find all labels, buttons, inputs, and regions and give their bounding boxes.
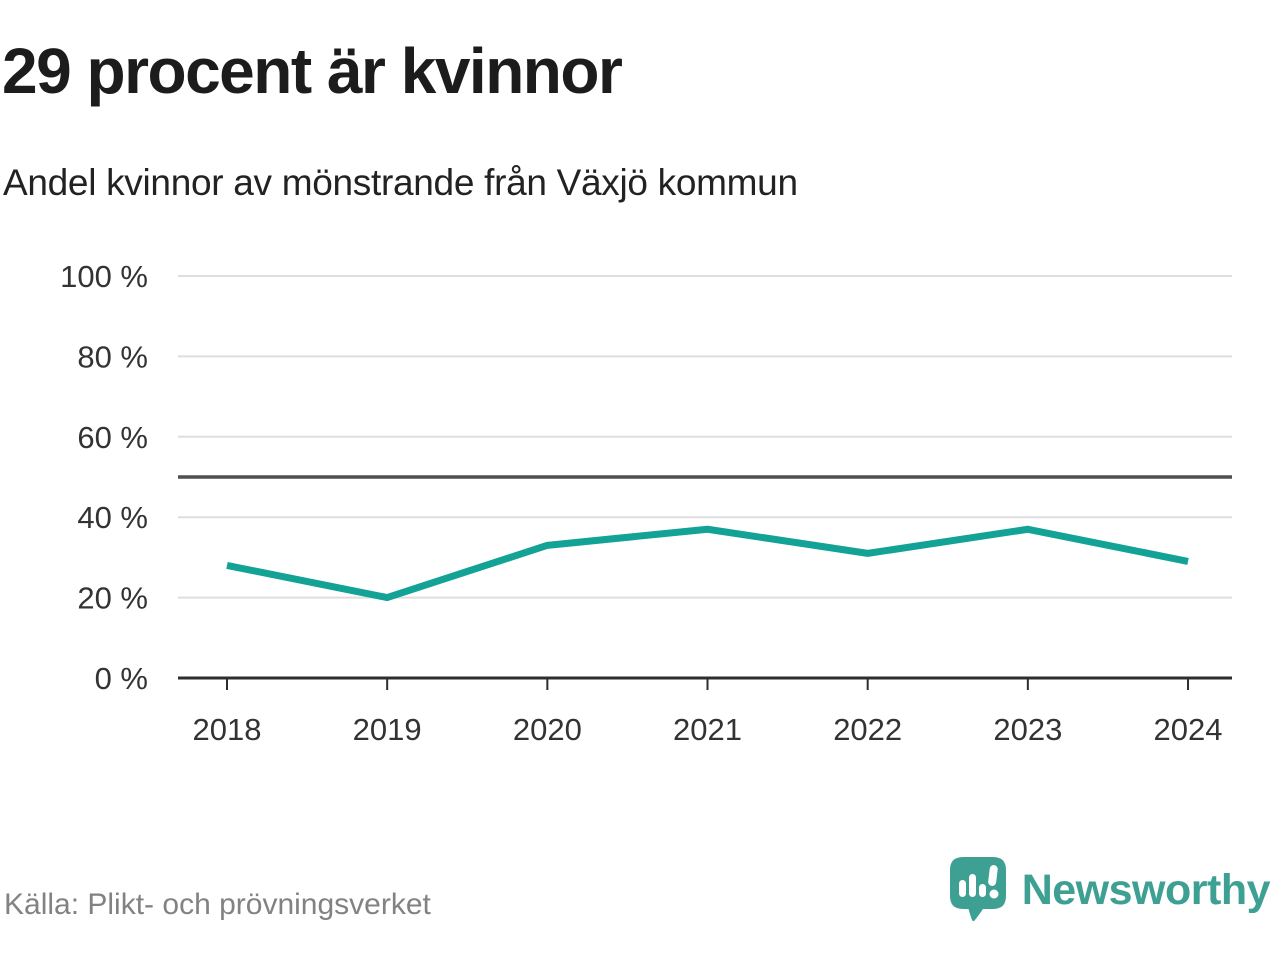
y-tick-label: 20 % [77, 581, 148, 616]
data-line [226, 525, 1189, 602]
exclamation-dot [989, 889, 999, 899]
x-tick-label: 2022 [833, 712, 902, 747]
chart-subtitle: Andel kvinnor av mönstrande från Växjö k… [3, 162, 798, 203]
y-tick-label: 100 % [60, 259, 148, 294]
speech-bubble-shape [949, 857, 1006, 922]
y-tick-label: 80 % [77, 339, 148, 374]
source-note: Källa: Plikt- och prövningsverket [4, 888, 431, 921]
exclamation-bar [987, 865, 998, 886]
x-tick-label: 2024 [1154, 712, 1223, 747]
x-tick-label: 2020 [513, 712, 582, 747]
page-title: 29 procent är kvinnor [2, 35, 623, 107]
bar-3 [978, 884, 986, 897]
y-tick-label: 60 % [77, 420, 148, 455]
x-tick-label: 2021 [673, 712, 742, 747]
bar-1 [958, 880, 966, 897]
x-tick-label: 2018 [193, 712, 262, 747]
bar-2 [968, 874, 976, 897]
y-tick-label: 0 % [95, 661, 148, 696]
newsworthy-logo-icon [949, 857, 1006, 922]
x-tick-label: 2019 [353, 712, 422, 747]
y-tick-label: 40 % [77, 500, 148, 535]
newsworthy-logo-text: Newsworthy [1021, 865, 1271, 914]
newsworthy-logo: Newsworthy [949, 856, 1271, 924]
line-chart: 0 % 20 % 40 % 60 % 80 % 100 % 2018 2019 2020 2021… [60, 259, 1232, 747]
x-tick-label: 2023 [993, 712, 1062, 747]
